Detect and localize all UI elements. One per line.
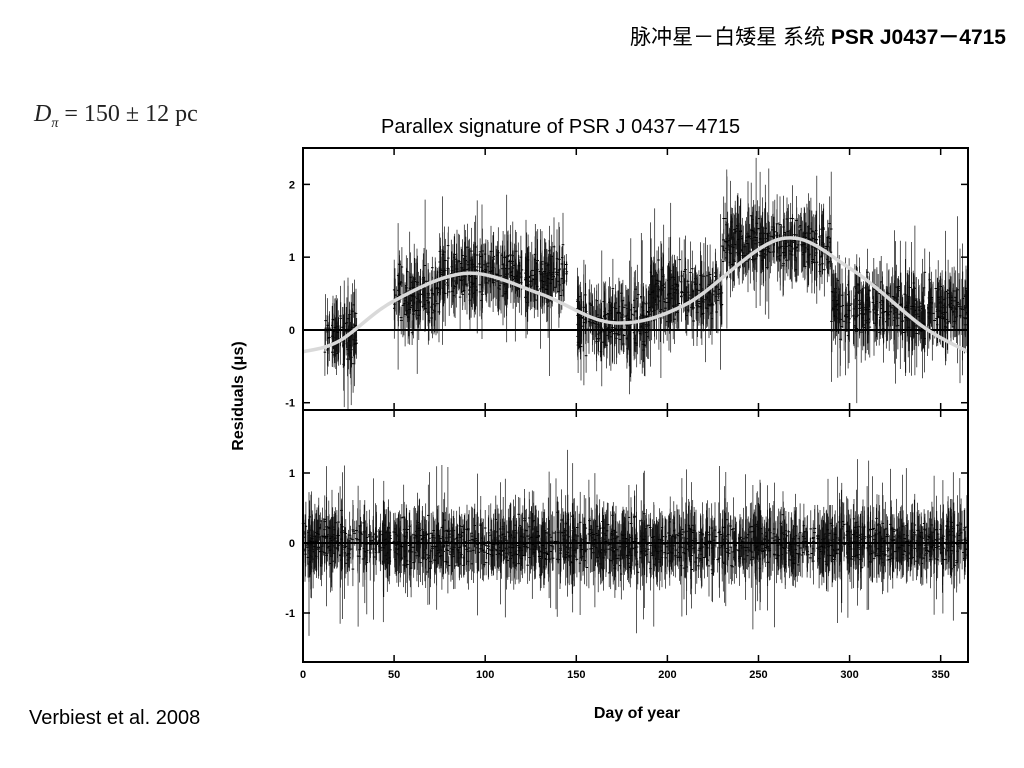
formula-symbol: D <box>34 101 52 127</box>
formula-value: = 150 ± 12 pc <box>64 101 198 127</box>
parallax-distance-formula: Dπ = 150 ± 12 pc <box>34 101 198 132</box>
slide-title-psr: PSR J0437－4715 <box>830 26 1006 49</box>
slide-title-cn: 脉冲星－白矮星 系统 <box>630 26 826 49</box>
chart-title: Parallex signature of PSR J 0437－4715 <box>381 116 741 138</box>
bottom-panel-points <box>301 449 969 636</box>
formula-subscript: π <box>51 115 59 131</box>
slide-title: 脉冲星－白矮星 系统 PSR J0437－4715 <box>630 21 1006 51</box>
